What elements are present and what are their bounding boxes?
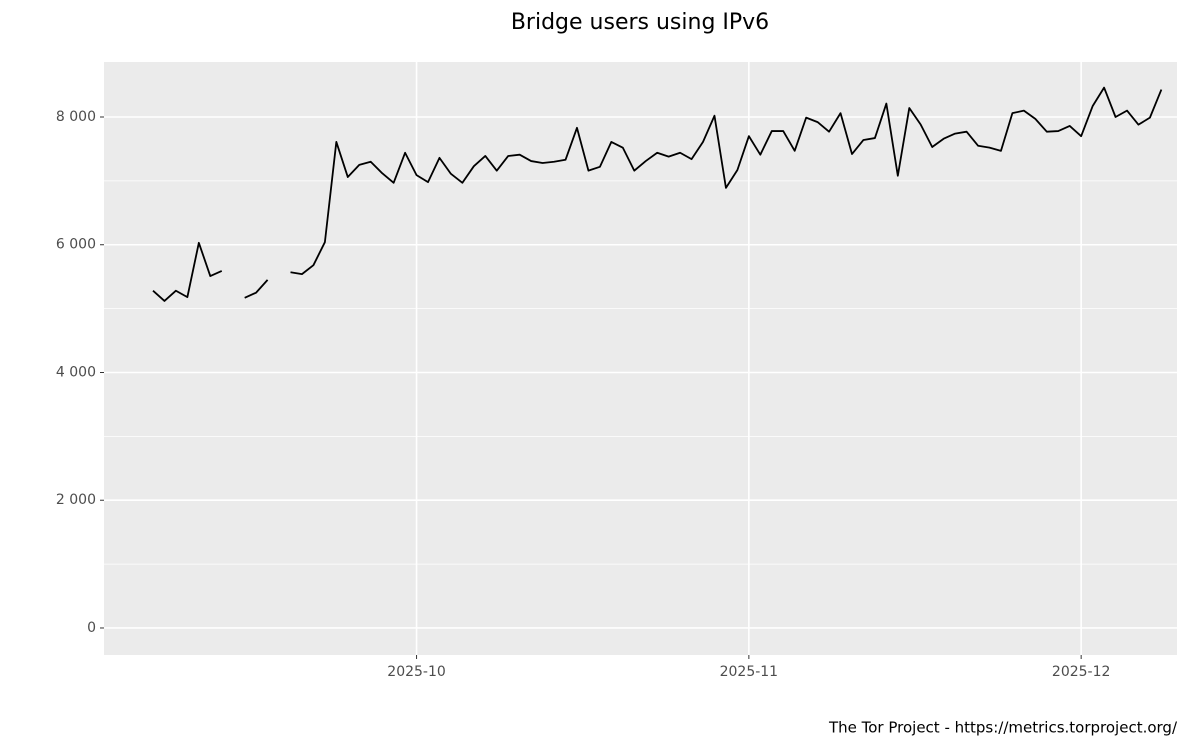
y-tick-label: 2 000 (56, 492, 96, 508)
y-tick-label: 8 000 (56, 109, 96, 125)
x-tick-label: 2025-12 (1052, 664, 1111, 680)
x-tick-label: 2025-11 (720, 664, 779, 680)
grid (104, 62, 1177, 655)
line (152, 86, 1163, 302)
y-tick-label: 4 000 (56, 364, 96, 380)
y-tick-label: 6 000 (56, 237, 96, 253)
y-tick-label: 0 (87, 620, 96, 636)
caption: The Tor Project - https://metrics.torpro… (828, 719, 1178, 737)
chart-title: Bridge users using IPv6 (511, 10, 769, 35)
x-tick-label: 2025-10 (387, 664, 446, 680)
marks (152, 86, 1163, 302)
panel (104, 62, 1177, 655)
